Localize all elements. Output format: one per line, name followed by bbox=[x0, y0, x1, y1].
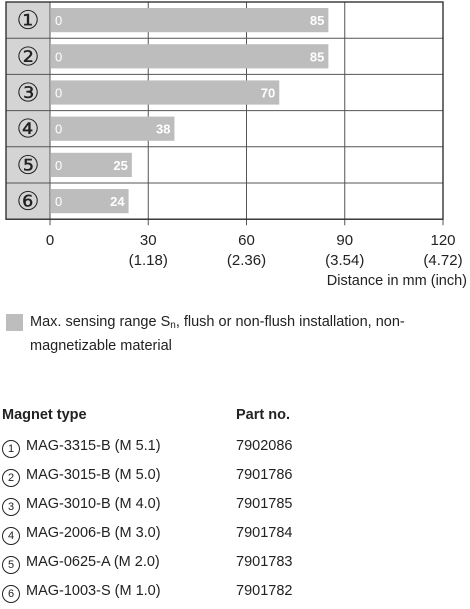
row-number-badge: 6 bbox=[2, 585, 20, 603]
row-number-badge: 3 bbox=[2, 498, 20, 516]
part-number-cell: 7901785 bbox=[236, 496, 293, 512]
part-number-cell: 7901784 bbox=[236, 525, 293, 541]
row-number-badge: 5 bbox=[2, 556, 20, 574]
category-label: ④ bbox=[16, 115, 39, 145]
bar-value-label: 24 bbox=[110, 194, 125, 209]
table-row: 6 MAG-1003-S (M 1.0) 7901782 bbox=[2, 580, 442, 609]
table-row: 4 MAG-2006-B (M 3.0) 7901784 bbox=[2, 522, 442, 551]
bar bbox=[51, 116, 175, 141]
part-number-cell: 7901786 bbox=[236, 467, 293, 483]
legend-swatch bbox=[6, 314, 23, 331]
magnet-parts-table: Magnet type Part no. 1 MAG-3315-B (M 5.1)… bbox=[2, 404, 442, 609]
magnet-type-text: MAG-3315-B (M 5.1) bbox=[26, 438, 161, 454]
bar-value-label: 38 bbox=[156, 122, 170, 137]
legend-text: Max. sensing range Sn, flush or non-flus… bbox=[30, 314, 405, 354]
magnet-type-cell: 3 MAG-3010-B (M 4.0) bbox=[2, 493, 161, 516]
bar-start-label: 0 bbox=[55, 158, 62, 173]
x-tick-sublabel: (2.36) bbox=[227, 252, 266, 269]
category-label: ③ bbox=[16, 79, 39, 109]
bar-value-label: 85 bbox=[310, 49, 324, 64]
x-tick-label: 0 bbox=[46, 232, 54, 249]
x-tick-sublabel: (1.18) bbox=[129, 252, 168, 269]
part-number-cell: 7902086 bbox=[236, 438, 293, 454]
magnet-type-cell: 2 MAG-3015-B (M 5.0) bbox=[2, 464, 161, 487]
bar-start-label: 0 bbox=[55, 122, 62, 137]
header-magnet-type: Magnet type bbox=[2, 407, 87, 423]
row-number-badge: 2 bbox=[2, 469, 20, 487]
table-row: 3 MAG-3010-B (M 4.0) 7901785 bbox=[2, 493, 442, 522]
category-label: ② bbox=[16, 42, 39, 72]
bar-start-label: 0 bbox=[55, 49, 62, 64]
magnet-type-text: MAG-3015-B (M 5.0) bbox=[26, 467, 161, 483]
magnet-type-text: MAG-3010-B (M 4.0) bbox=[26, 496, 161, 512]
table-row: 2 MAG-3015-B (M 5.0) 7901786 bbox=[2, 464, 442, 493]
bar bbox=[51, 152, 132, 177]
part-number-cell: 7901783 bbox=[236, 554, 293, 570]
category-label: ⑥ bbox=[16, 187, 39, 217]
bar-value-label: 70 bbox=[261, 86, 275, 101]
bar-start-label: 0 bbox=[55, 194, 62, 209]
x-tick-label: 60 bbox=[238, 232, 255, 249]
x-tick-label: 120 bbox=[430, 232, 455, 249]
table-row: 5 MAG-0625-A (M 2.0) 7901783 bbox=[2, 551, 442, 580]
magnet-type-text: MAG-1003-S (M 1.0) bbox=[26, 583, 161, 599]
x-axis-label: Distance in mm (inch) bbox=[326, 273, 467, 289]
magnet-type-cell: 5 MAG-0625-A (M 2.0) bbox=[2, 551, 160, 574]
x-tick-sublabel: (3.54) bbox=[325, 252, 364, 269]
bar-start-label: 0 bbox=[55, 86, 62, 101]
legend: Max. sensing range Sn, flush or non-flus… bbox=[6, 312, 466, 357]
bar bbox=[51, 189, 129, 214]
magnet-type-cell: 4 MAG-2006-B (M 3.0) bbox=[2, 522, 161, 545]
bar bbox=[51, 44, 329, 69]
bar bbox=[51, 80, 280, 105]
header-part-no: Part no. bbox=[236, 407, 290, 423]
bar-start-label: 0 bbox=[55, 13, 62, 28]
category-label: ① bbox=[16, 6, 39, 36]
bar bbox=[51, 8, 329, 33]
row-number-badge: 4 bbox=[2, 527, 20, 545]
part-number-cell: 7901782 bbox=[236, 583, 293, 599]
x-tick-sublabel: (4.72) bbox=[423, 252, 462, 269]
x-tick-label: 30 bbox=[140, 232, 157, 249]
magnet-type-text: MAG-2006-B (M 3.0) bbox=[26, 525, 161, 541]
parts-table-header: Magnet type Part no. bbox=[2, 404, 442, 435]
magnet-type-cell: 1 MAG-3315-B (M 5.1) bbox=[2, 435, 161, 458]
bar-value-label: 25 bbox=[113, 158, 127, 173]
magnet-type-text: MAG-0625-A (M 2.0) bbox=[26, 554, 160, 570]
category-label: ⑤ bbox=[16, 151, 39, 181]
table-row: 1 MAG-3315-B (M 5.1) 7902086 bbox=[2, 435, 442, 464]
x-tick-label: 90 bbox=[336, 232, 353, 249]
plot-border bbox=[5, 1, 444, 220]
bar-value-label: 85 bbox=[310, 13, 324, 28]
row-number-badge: 1 bbox=[2, 440, 20, 458]
